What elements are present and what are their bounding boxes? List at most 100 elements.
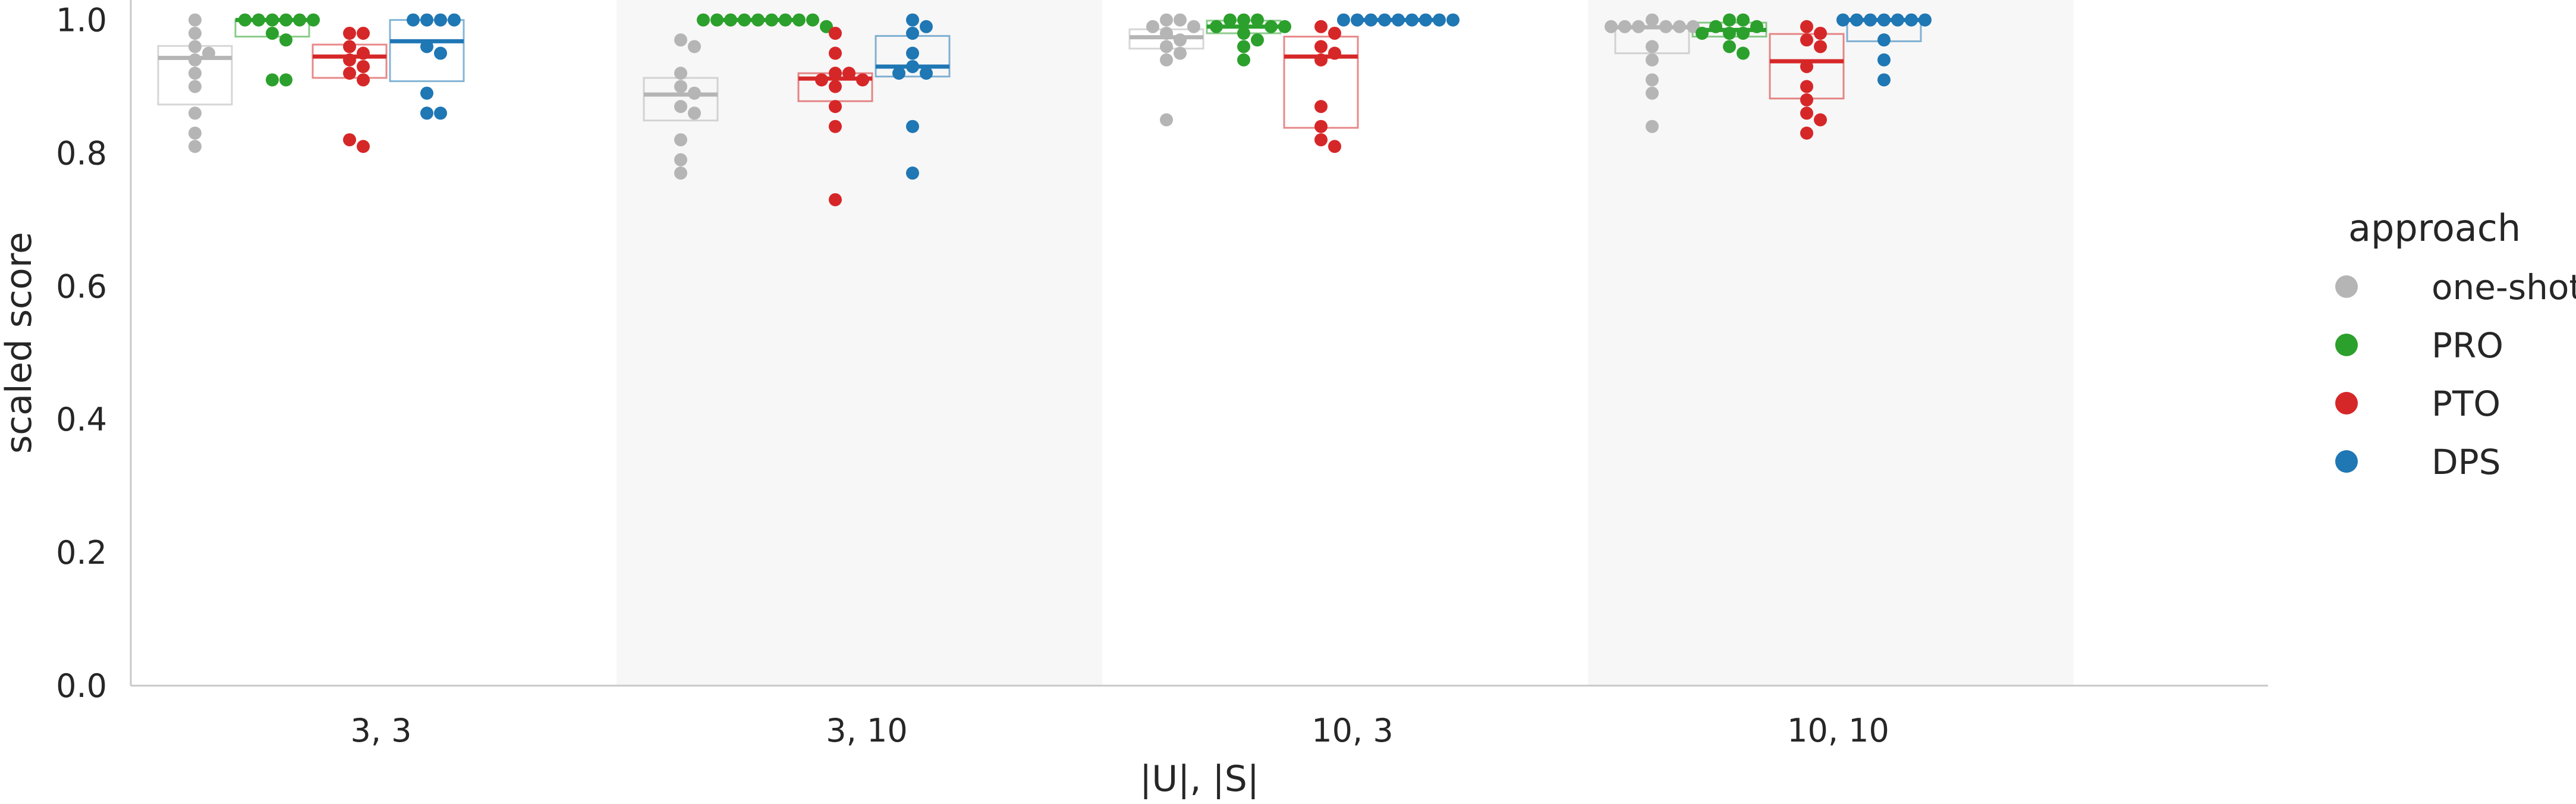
point-PRO <box>1737 26 1750 40</box>
x-tick-label: 3, 3 <box>350 712 411 749</box>
point-one-shot <box>1659 20 1672 33</box>
point-one-shot <box>1646 120 1659 133</box>
point-PRO <box>1223 13 1237 27</box>
point-PTO <box>829 67 842 80</box>
x-tick-label: 3, 10 <box>826 712 907 749</box>
point-DPS <box>1918 13 1932 27</box>
y-tick-label: 0.0 <box>56 667 107 705</box>
point-PTO <box>1800 80 1813 93</box>
point-one-shot <box>674 80 687 93</box>
point-DPS <box>420 86 433 100</box>
point-one-shot <box>1174 13 1187 27</box>
point-PRO <box>1237 53 1250 67</box>
point-DPS <box>906 167 919 180</box>
point-PTO <box>1800 106 1813 120</box>
point-PTO <box>357 46 370 60</box>
point-PRO <box>1251 33 1264 47</box>
point-one-shot <box>1646 13 1659 27</box>
point-DPS <box>1378 13 1391 27</box>
point-DPS <box>420 13 433 27</box>
point-PRO <box>266 13 279 27</box>
point-DPS <box>434 106 447 120</box>
point-PRO <box>1696 26 1709 40</box>
point-PTO <box>1814 40 1827 54</box>
legend-marker-one-shot <box>2335 275 2358 298</box>
point-DPS <box>920 20 933 33</box>
point-PTO <box>815 73 828 87</box>
point-PTO <box>343 40 356 54</box>
point-PTO <box>343 67 356 80</box>
point-PRO <box>697 13 710 27</box>
point-PRO <box>1210 20 1223 33</box>
y-tick-label: 0.2 <box>56 534 107 571</box>
point-one-shot <box>674 153 687 167</box>
point-PRO <box>806 13 819 27</box>
point-PRO <box>1251 13 1264 27</box>
x-axis-label: |U|, |S| <box>1140 758 1259 800</box>
point-DPS <box>906 120 919 133</box>
point-one-shot <box>1632 20 1645 33</box>
point-DPS <box>1446 13 1460 27</box>
y-axis-label: scaled score <box>0 232 40 454</box>
point-DPS <box>906 59 919 73</box>
point-one-shot <box>1160 40 1173 54</box>
point-one-shot <box>1146 20 1159 33</box>
point-DPS <box>906 46 919 60</box>
point-one-shot <box>674 100 687 114</box>
point-one-shot <box>188 67 202 80</box>
legend-label-PRO: PRO <box>2432 325 2503 366</box>
point-PTO <box>842 67 855 80</box>
point-PRO <box>1237 13 1250 27</box>
point-one-shot <box>188 106 202 120</box>
point-DPS <box>906 13 919 27</box>
point-PRO <box>1723 40 1736 54</box>
point-PRO <box>724 13 737 27</box>
point-PTO <box>1314 120 1328 133</box>
point-DPS <box>906 26 919 40</box>
point-PTO <box>1800 126 1813 140</box>
point-one-shot <box>1160 13 1173 27</box>
point-PRO <box>1723 13 1736 27</box>
point-PRO <box>279 73 292 87</box>
point-DPS <box>1419 13 1432 27</box>
point-PRO <box>279 13 292 27</box>
point-DPS <box>434 46 447 60</box>
point-PTO <box>357 73 370 87</box>
point-one-shot <box>688 86 701 100</box>
point-PTO <box>829 26 842 40</box>
point-DPS <box>1405 13 1418 27</box>
point-PRO <box>1237 26 1250 40</box>
legend-marker-PTO <box>2335 392 2358 414</box>
point-PTO <box>1314 53 1328 67</box>
point-PTO <box>357 59 370 73</box>
point-one-shot <box>188 40 202 54</box>
point-one-shot <box>1160 26 1173 40</box>
point-PTO <box>343 133 356 147</box>
point-one-shot <box>1160 113 1173 127</box>
point-PTO <box>829 120 842 133</box>
legend-marker-DPS <box>2335 450 2358 473</box>
point-one-shot <box>1174 33 1187 47</box>
point-PRO <box>238 13 251 27</box>
point-DPS <box>1836 13 1850 27</box>
point-PTO <box>343 53 356 67</box>
point-PTO <box>1814 113 1827 127</box>
point-PTO <box>343 26 356 40</box>
category-band <box>1588 0 2074 686</box>
point-PTO <box>1314 40 1328 54</box>
point-PTO <box>1800 33 1813 47</box>
point-PTO <box>1328 140 1341 153</box>
point-PRO <box>1278 20 1291 33</box>
point-one-shot <box>1687 20 1700 33</box>
point-PRO <box>252 13 265 27</box>
point-one-shot <box>1160 53 1173 67</box>
point-PTO <box>829 80 842 93</box>
point-one-shot <box>202 46 215 60</box>
point-one-shot <box>688 40 701 54</box>
y-tick-label: 0.4 <box>56 401 107 438</box>
point-PRO <box>1237 40 1250 54</box>
point-PTO <box>1328 26 1341 40</box>
point-one-shot <box>674 133 687 147</box>
point-DPS <box>448 13 461 27</box>
point-PRO <box>1737 13 1750 27</box>
